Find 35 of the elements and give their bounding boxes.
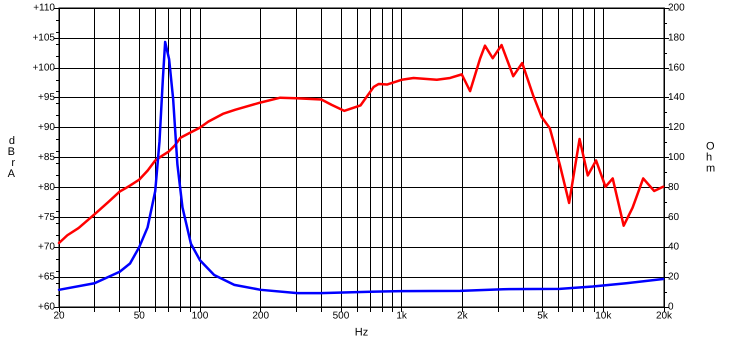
y2-tick-label: 40 [668, 242, 680, 253]
x-tick-label: 100 [192, 310, 209, 322]
y-tick-label: +85 [38, 152, 56, 163]
y-tick-label: +75 [38, 212, 56, 223]
y-tick-label: +105 [32, 32, 56, 44]
y-tick-label: +90 [38, 122, 56, 134]
y-tick-label: +110 [33, 2, 56, 14]
x-tick-label: 500 [332, 310, 350, 322]
x-tick-label: 5k [537, 310, 549, 322]
x-tick-label: 50 [134, 310, 146, 322]
x-tick-label: 2k [457, 310, 469, 322]
y-tick-label: +60 [38, 302, 56, 312]
y2-tick-label: 160 [668, 62, 686, 74]
y2-tick-label: 180 [668, 32, 686, 44]
y2-tick-label: 20 [668, 272, 680, 283]
y-tick-label: +70 [38, 242, 56, 253]
y-axis-title: dBrA [8, 135, 16, 180]
y2-tick-label: 60 [668, 212, 680, 223]
y-tick-label: +65 [38, 272, 56, 283]
y2-tick-label: 200 [668, 2, 686, 14]
y2-tick-label: 0 [668, 302, 674, 312]
x-tick-label: 1k [396, 310, 408, 322]
x-tick-label: 20k [656, 310, 674, 322]
y-tick-label: +80 [38, 182, 56, 193]
y2-tick-label: 100 [668, 152, 686, 163]
y-tick-label: +95 [38, 92, 56, 104]
x-tick-label: 200 [252, 310, 270, 322]
x-axis-title: Hz [354, 326, 368, 338]
x-tick-label: 20 [53, 310, 65, 322]
x-tick-label: 10k [595, 310, 612, 322]
y-tick-label: +100 [32, 62, 56, 74]
y2-tick-label: 120 [668, 122, 686, 134]
y2-axis-title: Ohm [706, 140, 716, 174]
y2-tick-label: 80 [668, 182, 680, 193]
y2-tick-label: 140 [668, 92, 686, 104]
